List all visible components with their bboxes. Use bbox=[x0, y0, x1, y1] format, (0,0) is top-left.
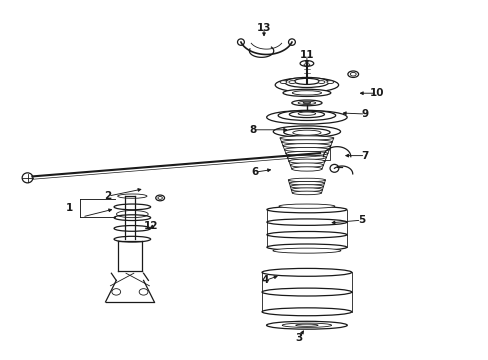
Ellipse shape bbox=[112, 289, 121, 295]
Ellipse shape bbox=[118, 194, 147, 198]
Text: 4: 4 bbox=[261, 275, 268, 285]
Ellipse shape bbox=[288, 81, 295, 84]
Ellipse shape bbox=[288, 159, 325, 163]
Ellipse shape bbox=[285, 77, 328, 87]
Ellipse shape bbox=[266, 244, 346, 251]
Ellipse shape bbox=[288, 39, 295, 45]
Ellipse shape bbox=[294, 78, 319, 85]
Ellipse shape bbox=[114, 236, 150, 242]
Text: 6: 6 bbox=[251, 167, 258, 177]
Ellipse shape bbox=[287, 155, 326, 159]
Ellipse shape bbox=[275, 78, 338, 92]
Text: 11: 11 bbox=[299, 50, 313, 60]
Text: 1: 1 bbox=[66, 203, 73, 213]
Ellipse shape bbox=[329, 165, 338, 172]
Ellipse shape bbox=[22, 173, 33, 183]
Ellipse shape bbox=[290, 163, 323, 167]
Ellipse shape bbox=[326, 81, 333, 84]
Ellipse shape bbox=[289, 111, 324, 118]
Ellipse shape bbox=[278, 204, 334, 208]
Ellipse shape bbox=[114, 204, 150, 210]
Ellipse shape bbox=[262, 308, 351, 316]
Ellipse shape bbox=[266, 219, 346, 225]
Text: 12: 12 bbox=[143, 221, 158, 231]
Ellipse shape bbox=[292, 191, 321, 195]
Text: 3: 3 bbox=[295, 333, 302, 343]
Ellipse shape bbox=[156, 195, 164, 201]
Ellipse shape bbox=[266, 321, 346, 329]
Ellipse shape bbox=[139, 289, 148, 295]
Text: 7: 7 bbox=[361, 150, 368, 161]
Ellipse shape bbox=[281, 140, 331, 144]
Ellipse shape bbox=[298, 101, 315, 104]
Text: 10: 10 bbox=[369, 88, 384, 98]
Ellipse shape bbox=[295, 324, 318, 326]
Ellipse shape bbox=[347, 71, 358, 77]
Ellipse shape bbox=[262, 269, 351, 276]
Text: 13: 13 bbox=[256, 23, 271, 33]
Ellipse shape bbox=[266, 231, 346, 238]
Ellipse shape bbox=[292, 130, 321, 135]
Text: 5: 5 bbox=[357, 215, 365, 225]
Ellipse shape bbox=[289, 181, 324, 185]
Ellipse shape bbox=[266, 111, 346, 124]
Ellipse shape bbox=[291, 188, 322, 192]
Ellipse shape bbox=[284, 148, 329, 152]
Ellipse shape bbox=[283, 129, 329, 136]
Ellipse shape bbox=[290, 185, 323, 188]
Ellipse shape bbox=[291, 100, 322, 106]
Ellipse shape bbox=[262, 288, 351, 296]
Ellipse shape bbox=[114, 215, 150, 221]
Ellipse shape bbox=[285, 151, 327, 156]
Ellipse shape bbox=[273, 126, 340, 137]
Ellipse shape bbox=[272, 248, 340, 253]
Ellipse shape bbox=[114, 226, 150, 231]
Ellipse shape bbox=[291, 167, 322, 171]
Text: 8: 8 bbox=[249, 125, 256, 135]
Text: 2: 2 bbox=[104, 191, 111, 201]
Ellipse shape bbox=[266, 206, 346, 213]
Polygon shape bbox=[317, 146, 329, 160]
Ellipse shape bbox=[278, 111, 335, 121]
Ellipse shape bbox=[282, 323, 331, 327]
Ellipse shape bbox=[292, 91, 321, 95]
Ellipse shape bbox=[300, 60, 313, 66]
Text: 9: 9 bbox=[361, 109, 368, 119]
Ellipse shape bbox=[280, 81, 286, 84]
Ellipse shape bbox=[288, 178, 325, 182]
Ellipse shape bbox=[318, 81, 325, 84]
Ellipse shape bbox=[237, 39, 244, 45]
Ellipse shape bbox=[280, 136, 333, 140]
Ellipse shape bbox=[283, 144, 330, 148]
Ellipse shape bbox=[283, 89, 330, 96]
